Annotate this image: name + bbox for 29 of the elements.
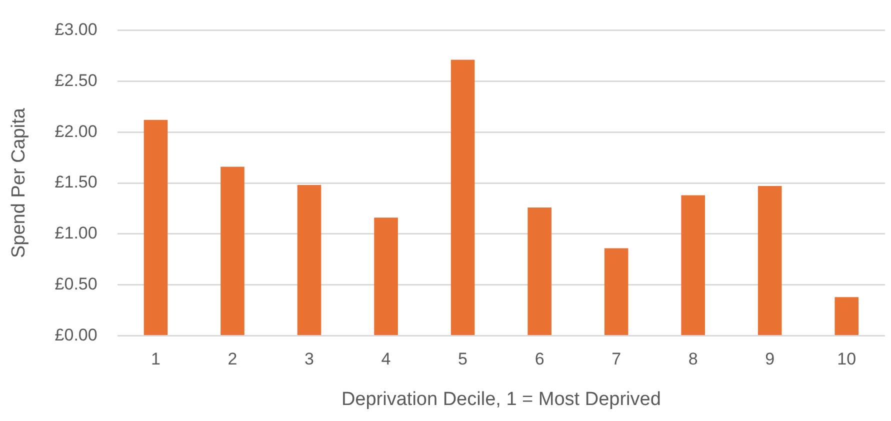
y-axis-title: Spend Per Capita [8,108,30,258]
x-tick-label: 7 [612,350,622,369]
bar [758,186,782,336]
bar [374,218,398,336]
y-tick-label: £2.00 [54,122,98,141]
y-tick-label: £3.00 [54,20,98,39]
bar [834,297,859,336]
x-tick-label: 6 [534,350,544,369]
y-tick-label: £2.50 [54,70,98,90]
bar [297,185,322,336]
x-tick-label: 3 [304,350,314,369]
bar [528,207,552,336]
x-tick-label: 4 [381,350,391,369]
x-tick-label: 9 [765,350,775,369]
x-axis-title: Deprivation Decile, 1 = Most Deprived [341,388,661,410]
x-tick-label: 10 [837,350,856,369]
x-tick-label: 8 [688,350,698,369]
x-tick-label: 1 [150,350,160,369]
bar [450,60,475,336]
bar [681,195,705,336]
bar [144,120,168,336]
x-tick-label: 5 [458,350,468,369]
y-tick-label: £0.00 [54,325,98,344]
bar [604,248,628,336]
y-tick-label: £1.00 [54,224,98,243]
y-tick-label: £1.50 [54,172,98,192]
bar [220,166,244,336]
x-tick-label: 2 [228,350,238,369]
y-tick-label: £0.50 [54,274,98,294]
